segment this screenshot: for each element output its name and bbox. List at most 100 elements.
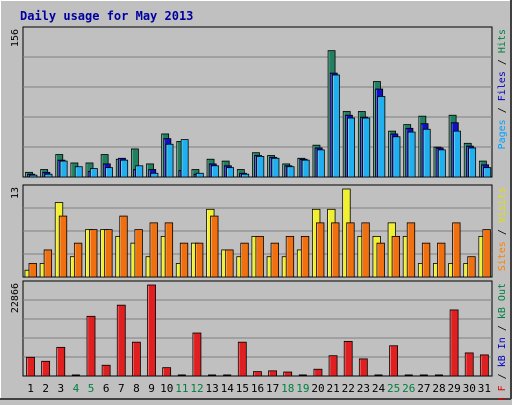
bar-kb-f: [358, 358, 368, 377]
bar-sites: [210, 215, 219, 278]
bar-sites: [467, 256, 476, 278]
x-tick-label: 17: [266, 382, 279, 395]
bar-kb-f: [464, 352, 474, 377]
bar-kb-f: [116, 304, 126, 377]
legend-entry: Files: [497, 71, 508, 101]
bar-pages: [180, 139, 189, 178]
x-tick-label: 30: [463, 382, 476, 395]
bar-kb-f: [283, 371, 293, 377]
bar-kb-f: [86, 315, 96, 377]
x-tick-label: 10: [160, 382, 173, 395]
legend-entry: Visits: [497, 187, 508, 223]
bar-sites: [361, 222, 370, 278]
x-tick-label: 27: [417, 382, 430, 395]
bar-kb-f: [389, 345, 398, 377]
bar-zero: [419, 374, 428, 376]
bar-sites: [179, 242, 189, 278]
bar-sites: [58, 215, 68, 278]
legend-entry: /: [497, 53, 508, 71]
bar-kb-f: [162, 367, 172, 377]
bar-sites: [346, 222, 355, 278]
x-tick-label: 22: [342, 382, 355, 395]
bar-sites: [43, 249, 53, 278]
chart-title: Daily usage for May 2013: [20, 9, 193, 23]
x-tick-label: 4: [73, 382, 80, 395]
bar-sites: [28, 263, 37, 278]
bar-sites: [240, 242, 249, 278]
bar-sites: [134, 229, 143, 278]
x-tick-label: 2: [42, 382, 49, 395]
bar-pages: [120, 159, 129, 178]
bar-kb-f: [343, 340, 353, 377]
bar-kb-f: [449, 309, 459, 377]
bar-pages: [90, 168, 98, 178]
legend-entry: /: [497, 223, 508, 241]
bar-pages: [437, 149, 446, 178]
legend-entry: KB F: [497, 385, 508, 400]
bar-pages: [211, 165, 219, 178]
x-tick-label: 19: [296, 382, 309, 395]
bar-pages: [105, 167, 113, 178]
bar-zero: [298, 374, 307, 376]
bar-sites: [316, 222, 325, 278]
bar-sites: [164, 222, 174, 278]
x-tick-label: 7: [118, 382, 125, 395]
bar-pages: [44, 173, 53, 178]
bar-pages: [468, 147, 477, 178]
bar-pages: [165, 143, 174, 178]
bar-pages: [256, 156, 265, 178]
legend-entry: /: [497, 101, 508, 119]
bar-sites: [376, 242, 385, 278]
x-tick-label: 24: [372, 382, 386, 395]
bar-zero: [434, 374, 443, 376]
bar-sites: [104, 229, 113, 278]
bar-pages: [422, 128, 431, 178]
bar-sites: [331, 222, 340, 278]
bar-pages: [483, 167, 492, 178]
bar-kb-f: [313, 368, 323, 377]
legend-entry: Hits: [497, 29, 508, 53]
bar-zero: [374, 374, 383, 376]
bar-pages: [59, 160, 68, 178]
bar-kb-f: [328, 355, 338, 377]
bar-kb-f: [237, 341, 247, 377]
x-tick-label: 25: [387, 382, 400, 395]
bar-sites: [300, 235, 310, 278]
bar-sites: [89, 229, 98, 278]
legend-entry: /: [497, 367, 508, 385]
bar-sites: [452, 222, 461, 278]
bar-pages: [226, 167, 234, 178]
legend-entry: Sites: [497, 241, 508, 271]
bar-zero: [223, 374, 232, 376]
y-max-label: 156: [10, 29, 21, 47]
x-tick-label: 6: [103, 382, 110, 395]
bar-kb-f: [56, 346, 66, 377]
x-tick-label: 29: [448, 382, 461, 395]
x-tick-label: 16: [251, 382, 264, 395]
bar-pages: [392, 136, 401, 178]
x-tick-label: 11: [175, 382, 188, 395]
x-tick-label: 3: [58, 382, 65, 395]
bar-pages: [195, 172, 204, 178]
bar-kb-f: [132, 341, 141, 377]
y-max-label: 13: [10, 187, 21, 199]
x-tick-label: 20: [311, 382, 324, 395]
panel-hits: 156 Pages / Files / Hits: [10, 26, 508, 178]
bar-sites: [255, 235, 264, 278]
x-tick-label: 9: [148, 382, 155, 395]
legend-entry: /: [497, 319, 508, 337]
bar-sites: [225, 249, 234, 278]
x-tick-label: 15: [236, 382, 249, 395]
x-tick-label: 23: [357, 382, 370, 395]
bar-pages: [332, 74, 340, 178]
panel-frame: [22, 280, 493, 377]
bar-sites: [482, 229, 491, 278]
x-tick-label: 12: [190, 382, 203, 395]
x-tick-label: 18: [281, 382, 294, 395]
bar-pages: [286, 166, 295, 178]
x-tick-label: 1: [27, 382, 34, 395]
bar-kb-f: [147, 284, 156, 377]
bar-sites: [149, 222, 158, 278]
